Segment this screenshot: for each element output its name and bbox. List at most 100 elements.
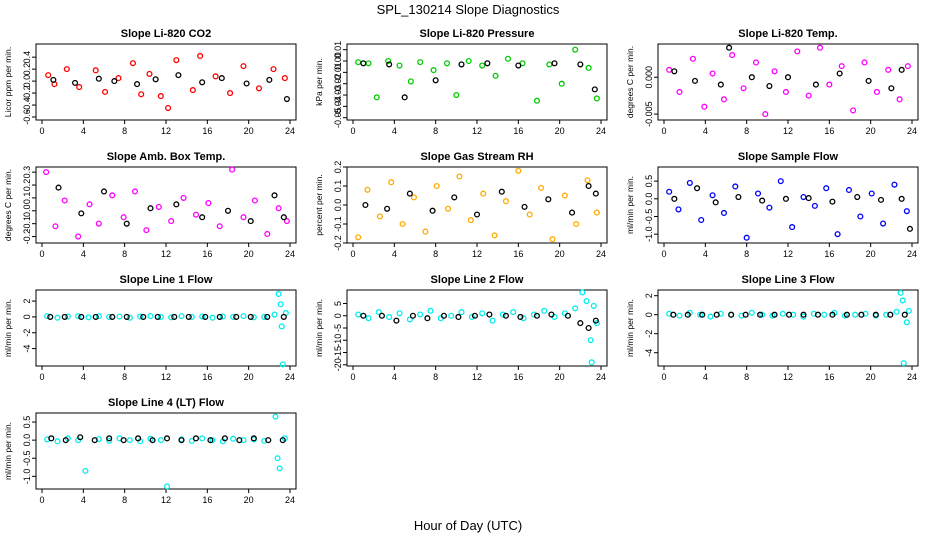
data-point (843, 311, 850, 318)
x-tick-label: 20 (244, 249, 254, 259)
x-tick-label: 8 (744, 126, 749, 136)
data-point (138, 91, 145, 98)
data-point (671, 68, 678, 75)
plot-frame (657, 166, 919, 244)
panel-title: Slope Line 3 Flow (742, 274, 835, 286)
data-point (887, 311, 894, 318)
data-point (538, 184, 545, 191)
data-point (171, 313, 178, 320)
data-point (396, 310, 403, 317)
x-tick-label: 0 (350, 249, 355, 259)
data-point (85, 314, 92, 321)
data-point (281, 75, 288, 82)
data-point (277, 301, 284, 308)
data-point (868, 190, 875, 197)
series-reference (50, 72, 290, 103)
data-point (233, 313, 240, 320)
series-reference (670, 311, 908, 318)
data-point (409, 312, 416, 319)
x-tick-label: 8 (433, 249, 438, 259)
data-point (800, 193, 807, 201)
data-point (95, 313, 102, 320)
data-point (752, 59, 760, 66)
data-point (515, 167, 522, 174)
x-tick-label: 4 (392, 126, 397, 136)
data-point (465, 57, 472, 65)
data-point (230, 313, 237, 320)
figure-x-label: Hour of Day (UTC) (414, 518, 522, 533)
x-tick-label: 12 (472, 372, 482, 382)
data-point (897, 289, 904, 296)
series-main (44, 290, 289, 368)
x-tick-label: 24 (907, 126, 917, 136)
data-point (743, 234, 750, 241)
x-tick-label: 16 (824, 126, 834, 136)
data-point (885, 66, 892, 73)
x-tick-label: 0 (350, 126, 355, 136)
data-point (479, 62, 486, 69)
series-main (666, 44, 911, 118)
data-point (355, 59, 362, 66)
data-point (720, 209, 727, 217)
data-point (901, 311, 908, 318)
data-point (250, 435, 257, 442)
data-point (898, 66, 905, 73)
data-point (360, 60, 367, 67)
series-main (666, 178, 910, 241)
x-tick-label: 24 (596, 372, 606, 382)
data-point (82, 467, 89, 474)
data-point (800, 311, 807, 318)
data-point (433, 182, 440, 190)
data-point (399, 220, 406, 228)
data-point (163, 435, 171, 442)
data-point (106, 437, 113, 444)
data-point (152, 76, 159, 83)
y-tick-label: -5 (333, 324, 343, 332)
panel-title: Slope Line 2 Flow (431, 274, 524, 286)
y-tick-label: -0.1 (333, 216, 343, 232)
y-axis-label: degrees C per min. (3, 169, 13, 241)
data-point (101, 88, 109, 95)
data-point (427, 307, 434, 314)
data-point (821, 311, 828, 318)
data-point (147, 313, 154, 320)
data-point (276, 465, 283, 472)
data-point (75, 233, 82, 240)
data-point (272, 413, 279, 420)
data-point (185, 313, 192, 320)
data-point (577, 320, 584, 327)
series-reference (360, 60, 598, 101)
data-point (766, 83, 773, 90)
data-point (279, 361, 286, 368)
data-point (388, 179, 395, 186)
y-tick-label: -2 (22, 329, 32, 337)
data-point (484, 60, 491, 67)
y-tick-label: -4 (22, 345, 32, 353)
data-point (280, 313, 287, 320)
data-point (782, 88, 789, 96)
data-point (205, 200, 212, 207)
data-point (823, 185, 830, 192)
data-point (861, 59, 868, 66)
data-point (275, 205, 282, 212)
data-point (154, 313, 161, 320)
data-point (75, 313, 82, 320)
data-point (585, 324, 592, 332)
y-tick-label: 0.2 (22, 179, 32, 192)
data-point (362, 201, 369, 209)
data-point (489, 317, 496, 324)
data-point (417, 59, 424, 66)
data-point (812, 81, 819, 88)
data-point (123, 220, 130, 227)
y-tick-label: 0.3 (22, 166, 32, 179)
x-tick-label: 16 (513, 372, 523, 382)
data-point (814, 311, 822, 318)
data-point (406, 190, 413, 197)
data-point (86, 201, 93, 208)
data-point (63, 66, 70, 73)
data-point (883, 311, 890, 318)
data-point (498, 188, 505, 195)
y-tick-label: 0 (644, 312, 654, 317)
y-tick-label: -1.0 (22, 469, 32, 485)
